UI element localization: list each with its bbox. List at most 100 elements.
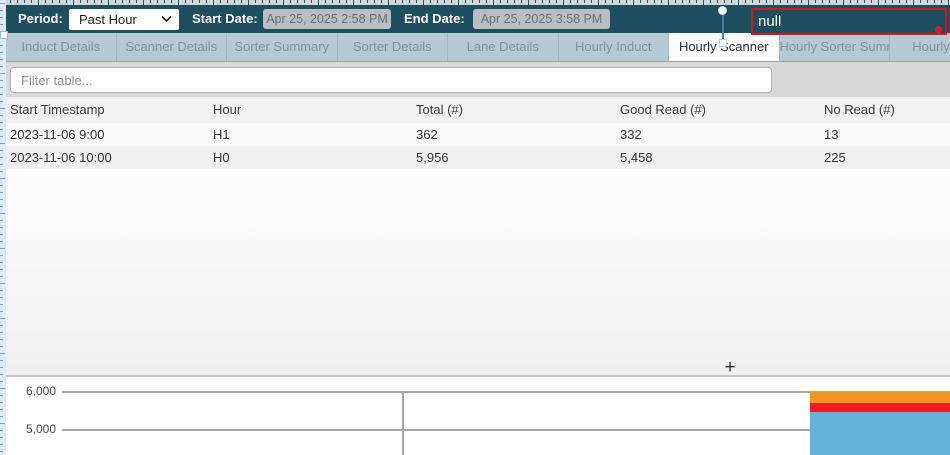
ruler-tick: [696, 0, 697, 3]
ruler-tick: [423, 0, 424, 5]
ruler-tick: [45, 0, 46, 3]
ruler-tick: [591, 0, 592, 3]
ruler-tick: [52, 0, 53, 3]
ruler-tick: [654, 0, 655, 3]
ruler-tick: [0, 213, 5, 214]
ruler-tick: [0, 87, 3, 88]
ruler-tick: [934, 0, 935, 3]
ruler-tick: [479, 0, 480, 3]
ruler-tick: [0, 311, 3, 312]
ruler-tick: [0, 360, 3, 361]
ruler-tick: [0, 409, 3, 410]
ruler-tick: [0, 283, 5, 284]
bar-segment-unlabeled-orange-segment: [810, 392, 950, 404]
ruler-tick: [157, 0, 158, 3]
selection-handle-square[interactable]: [719, 39, 727, 47]
ruler-tick: [185, 0, 186, 3]
ruler-tick: [549, 0, 550, 3]
ruler-tick: [17, 0, 18, 3]
start-date-label: Start Date:: [192, 11, 258, 26]
tab-sorter-summary[interactable]: Sorter Summary: [227, 33, 338, 61]
ruler-tick: [332, 0, 333, 3]
ruler-tick: [416, 0, 417, 3]
ruler-tick: [0, 346, 3, 347]
ruler-tick: [24, 0, 25, 3]
ruler-tick: [409, 0, 410, 3]
ruler-tick: [0, 353, 5, 354]
ruler-tick: [626, 0, 627, 3]
ruler-tick: [0, 150, 3, 151]
ruler-tick: [0, 318, 5, 319]
ruler-tick: [346, 0, 347, 3]
ruler-tick: [304, 0, 305, 3]
table-cell: 2023-11-06 10:00: [10, 150, 112, 165]
ruler-tick: [0, 108, 5, 109]
ruler-tick: [283, 0, 284, 5]
ruler-tick: [0, 444, 3, 445]
ruler-tick: [661, 0, 662, 3]
table-cell: 5,458: [620, 150, 653, 165]
ruler-tick: [885, 0, 886, 3]
ruler-tick: [0, 122, 3, 123]
tab-hourly-induct[interactable]: Hourly Induct: [559, 33, 669, 61]
ruler-drag-handle[interactable]: [0, 31, 8, 39]
ruler-tick: [528, 0, 529, 5]
table-row[interactable]: 2023-11-06 10:00 H0 5,956 5,458 225: [6, 146, 950, 169]
period-select[interactable]: Past Hour: [69, 9, 179, 30]
ruler-tick: [0, 262, 3, 263]
ruler-tick: [0, 17, 3, 18]
selection-handle-dot[interactable]: [718, 6, 727, 15]
horizontal-ruler: [0, 0, 950, 5]
ruler-tick: [801, 0, 802, 3]
ruler-tick: [0, 157, 3, 158]
ruler-tick: [374, 0, 375, 3]
ruler-tick: [0, 164, 3, 165]
table-cell: H1: [213, 127, 230, 142]
ruler-tick: [780, 0, 781, 3]
ruler-tick: [871, 0, 872, 3]
ruler-tick: [360, 0, 361, 3]
ruler-tick: [0, 332, 3, 333]
ruler-tick: [0, 45, 3, 46]
start-date-input[interactable]: Apr 25, 2025 2:58 PM: [263, 9, 391, 29]
end-date-input[interactable]: Apr 25, 2025 3:58 PM: [473, 9, 610, 29]
ruler-tick: [0, 276, 3, 277]
ruler-tick: [605, 0, 606, 3]
tab-hourly-sorter-summar[interactable]: Hourly Sorter Summar: [780, 33, 890, 61]
table-row[interactable]: 2023-11-06 9:00 H1 362 332 13: [6, 123, 950, 146]
add-button[interactable]: +: [724, 357, 736, 378]
tab-lane-details[interactable]: Lane Details: [448, 33, 559, 61]
filter-table-input[interactable]: [10, 67, 772, 93]
ruler-tick: [0, 304, 3, 305]
tab-hourly-sort[interactable]: Hourly Sort: [890, 33, 950, 61]
tab-hourly-scanner[interactable]: Hourly Scanner: [669, 33, 780, 61]
filter-band: [6, 62, 950, 97]
table-header-row: Start Timestamp Hour Total (#) Good Read (#…: [6, 97, 950, 123]
ruler-tick: [0, 451, 3, 452]
selected-element-highlight[interactable]: null: [751, 8, 947, 35]
ruler-tick: [451, 0, 452, 3]
bar-segment-good-read: [810, 411, 950, 455]
ruler-tick: [444, 0, 445, 3]
ruler-tick: [899, 0, 900, 3]
ruler-tick: [0, 206, 3, 207]
ruler-tick: [66, 0, 67, 3]
ruler-tick: [402, 0, 403, 3]
bar-segment-unlabeled-green-segment: [810, 390, 950, 393]
ruler-tick: [465, 0, 466, 3]
ruler-tick: [640, 0, 641, 3]
ruler-tick: [850, 0, 851, 3]
tab-scanner-details[interactable]: Scanner Details: [117, 33, 227, 61]
ruler-tick: [0, 101, 3, 102]
ruler-tick: [136, 0, 137, 3]
ruler-tick: [668, 0, 669, 5]
ruler-tick: [171, 0, 172, 3]
tab-induct-details[interactable]: Induct Details: [6, 33, 117, 61]
tab-sorter-details[interactable]: Sorter Details: [338, 33, 448, 61]
ruler-tick: [941, 0, 942, 3]
ruler-tick: [437, 0, 438, 3]
ruler-tick: [0, 115, 3, 116]
ruler-tick: [878, 0, 879, 5]
ruler-tick: [927, 0, 928, 3]
